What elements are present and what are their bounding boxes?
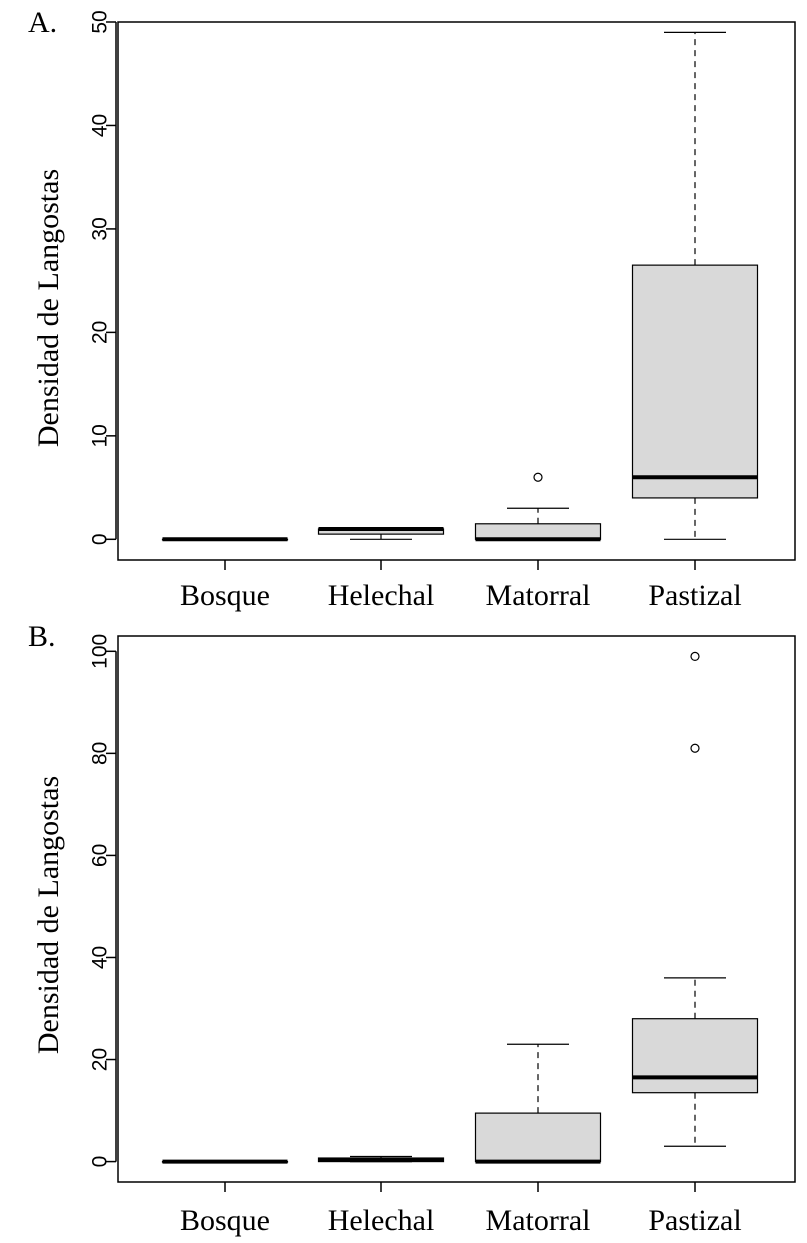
y-tick-label: 20 — [89, 1048, 112, 1071]
box-iqr — [631, 264, 759, 499]
y-tick-label: 40 — [89, 946, 112, 969]
panel-a-y-axis: 0 10 20 30 40 50 — [89, 10, 117, 545]
panel-b-plot-frame — [117, 635, 796, 1183]
y-tick-label: 50 — [89, 10, 112, 33]
box-bosque — [161, 1159, 289, 1164]
box-pastizal — [631, 651, 759, 1147]
panel-a: A. Densidad de Langostas 0 10 20 30 40 50 Bos… — [28, 6, 796, 612]
panel-a-x-axis: Bosque Helechal Matorral Pastizal — [180, 560, 742, 612]
category-label-pastizal: Pastizal — [648, 1204, 741, 1237]
panel-b: B. Densidad de Langostas 0 20 40 60 80 100 Bo… — [28, 620, 796, 1237]
category-label-helechal: Helechal — [328, 1204, 435, 1237]
category-label-matorral: Matorral — [486, 579, 591, 612]
outlier-point — [690, 651, 700, 662]
box-helechal — [317, 526, 445, 540]
y-tick-label: 10 — [89, 424, 112, 447]
y-tick-label: 100 — [89, 634, 112, 669]
panel-a-label: A. — [28, 6, 57, 39]
box-matorral — [474, 472, 602, 542]
box-iqr — [631, 1018, 759, 1094]
category-label-bosque: Bosque — [180, 579, 270, 612]
box-matorral — [474, 1043, 602, 1164]
panel-a-y-axis-label: Densidad de Langostas — [32, 169, 65, 447]
outlier-point — [533, 472, 543, 482]
box-helechal — [317, 1155, 445, 1163]
category-label-bosque: Bosque — [180, 1204, 270, 1237]
panel-b-label: B. — [28, 620, 56, 653]
panel-b-y-axis-label: Densidad de Langostas — [32, 776, 65, 1054]
y-tick-label: 20 — [89, 321, 112, 344]
y-tick-label: 30 — [89, 217, 112, 240]
y-tick-label: 60 — [89, 844, 112, 867]
box-iqr — [474, 1112, 602, 1163]
panel-a-plot-frame — [117, 21, 796, 561]
category-label-helechal: Helechal — [328, 579, 435, 612]
panel-b-y-axis: 0 20 40 60 80 100 — [89, 634, 117, 1168]
box-bosque — [161, 537, 289, 542]
panel-b-x-axis: Bosque Helechal Matorral Pastizal — [180, 1182, 742, 1237]
outlier-point — [690, 743, 700, 753]
category-label-matorral: Matorral — [486, 1204, 591, 1237]
y-tick-label: 0 — [89, 1156, 112, 1168]
box-iqr — [474, 523, 602, 540]
y-tick-label: 40 — [89, 114, 112, 137]
y-tick-label: 0 — [89, 533, 112, 545]
category-label-pastizal: Pastizal — [648, 579, 741, 612]
panel-a-boxes — [161, 31, 759, 542]
panel-b-boxes — [161, 651, 759, 1164]
box-pastizal — [631, 31, 759, 540]
y-tick-label: 80 — [89, 742, 112, 765]
